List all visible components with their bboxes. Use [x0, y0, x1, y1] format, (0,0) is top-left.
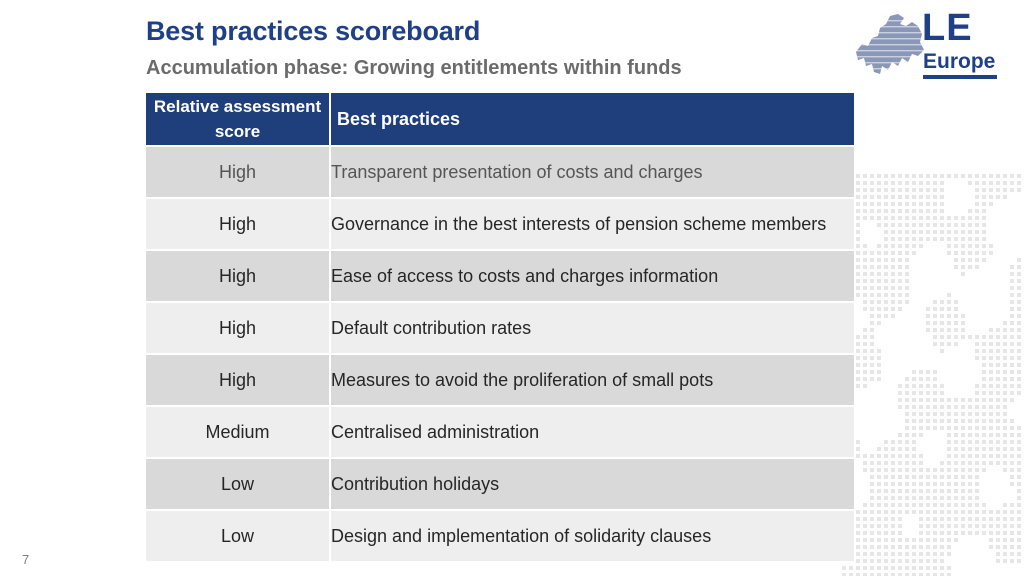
score-cell: High: [146, 302, 331, 355]
header-assessment-score: Relative assessment score: [146, 93, 331, 147]
practice-cell: Ease of access to costs and charges info…: [330, 250, 854, 303]
background-dot-map: [842, 174, 1021, 576]
score-cell: Low: [146, 458, 331, 511]
table-header-row: Relative assessment score Best practices: [146, 93, 854, 147]
practice-cell: Default contribution rates: [330, 302, 854, 355]
score-cell: Medium: [146, 406, 331, 459]
score-cell: High: [146, 146, 331, 199]
table-row: High Ease of access to costs and charges…: [146, 250, 854, 303]
le-europe-logo: LE Europe: [852, 7, 1002, 80]
practice-cell: Governance in the best interests of pens…: [330, 198, 854, 251]
page-number: 7: [22, 552, 30, 567]
practice-cell: Contribution holidays: [330, 458, 854, 511]
table-row: Medium Centralised administration: [146, 406, 854, 459]
logo-wordmark-le: LE: [922, 7, 973, 49]
score-cell: Low: [146, 510, 331, 563]
logo-underline: [923, 75, 997, 79]
table-row: Low Design and implementation of solidar…: [146, 510, 854, 563]
table-row: Low Contribution holidays: [146, 458, 854, 511]
score-cell: High: [146, 250, 331, 303]
practice-cell: Measures to avoid the proliferation of s…: [330, 354, 854, 407]
table-row: High Transparent presentation of costs a…: [146, 146, 854, 199]
page-title: Best practices scoreboard: [146, 16, 481, 46]
page-subtitle: Accumulation phase: Growing entitlements…: [146, 57, 682, 79]
practice-cell: Design and implementation of solidarity …: [330, 510, 854, 563]
table-row: High Measures to avoid the proliferation…: [146, 354, 854, 407]
practice-cell: Centralised administration: [330, 406, 854, 459]
practice-cell: Transparent presentation of costs and ch…: [330, 146, 854, 199]
best-practices-table: Relative assessment score Best practices…: [146, 93, 854, 563]
table-row: High Governance in the best interests of…: [146, 198, 854, 251]
header-best-practices: Best practices: [330, 93, 854, 147]
score-cell: High: [146, 354, 331, 407]
table-row: High Default contribution rates: [146, 302, 854, 355]
logo-wordmark-europe: Europe: [923, 50, 996, 73]
score-cell: High: [146, 198, 331, 251]
europe-map-icon: [852, 14, 926, 74]
